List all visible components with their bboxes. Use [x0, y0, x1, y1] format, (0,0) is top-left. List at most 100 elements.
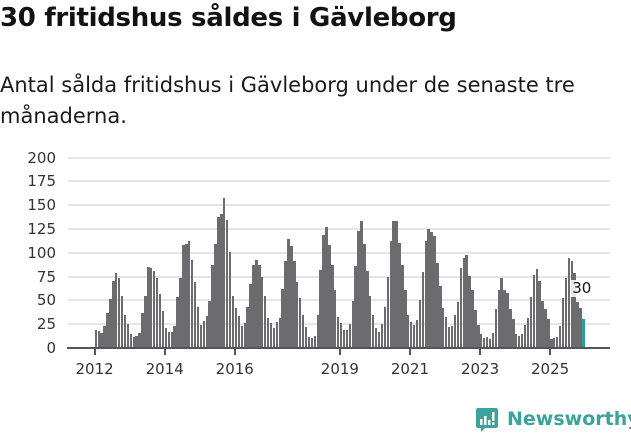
highlighted-bar[interactable] — [582, 319, 585, 348]
bar[interactable] — [255, 260, 258, 348]
bar[interactable] — [167, 331, 170, 348]
bar[interactable] — [211, 265, 214, 348]
bar[interactable] — [357, 230, 360, 348]
bar[interactable] — [301, 314, 305, 348]
bar[interactable] — [226, 220, 229, 348]
bar[interactable] — [474, 309, 477, 348]
bar[interactable] — [366, 270, 369, 348]
bar[interactable] — [153, 270, 156, 348]
bar[interactable] — [109, 299, 112, 348]
bar[interactable] — [208, 301, 211, 348]
bar[interactable] — [150, 268, 153, 348]
bar[interactable] — [570, 261, 573, 348]
bar[interactable] — [304, 327, 308, 348]
bar[interactable] — [351, 301, 354, 348]
bar[interactable] — [190, 260, 194, 348]
bar[interactable] — [477, 325, 480, 348]
bar[interactable] — [392, 221, 395, 348]
bar[interactable] — [421, 271, 425, 348]
bar[interactable] — [123, 314, 127, 348]
bar[interactable] — [345, 329, 349, 348]
bar[interactable] — [284, 261, 287, 348]
bar[interactable] — [176, 296, 179, 348]
bar[interactable] — [523, 325, 527, 348]
bar[interactable] — [272, 328, 276, 348]
bar[interactable] — [409, 322, 413, 348]
bar[interactable] — [296, 282, 299, 348]
bar[interactable] — [117, 278, 121, 348]
bar[interactable] — [220, 213, 223, 348]
bar[interactable] — [456, 302, 460, 348]
bar[interactable] — [188, 241, 191, 348]
bar[interactable] — [354, 266, 357, 348]
bar[interactable] — [214, 244, 217, 348]
bar[interactable] — [334, 289, 337, 348]
bar[interactable] — [161, 310, 165, 348]
bar[interactable] — [237, 315, 241, 348]
bar[interactable] — [129, 333, 133, 348]
bar[interactable] — [223, 198, 226, 348]
bar[interactable] — [512, 319, 515, 348]
bar[interactable] — [328, 245, 331, 348]
bar[interactable] — [553, 338, 556, 348]
bar[interactable] — [173, 326, 176, 348]
bar[interactable] — [567, 257, 571, 348]
bar[interactable] — [485, 336, 489, 348]
bar[interactable] — [404, 289, 407, 348]
bar[interactable] — [573, 272, 576, 348]
bar[interactable] — [491, 332, 495, 348]
bar[interactable] — [135, 335, 138, 348]
bar[interactable] — [538, 281, 541, 348]
bar[interactable] — [234, 308, 238, 348]
bar[interactable] — [316, 314, 319, 348]
bar[interactable] — [465, 254, 468, 348]
bar[interactable] — [331, 265, 334, 348]
bar[interactable] — [258, 265, 261, 348]
newsworthy-logo[interactable]: Newsworthy — [476, 408, 631, 432]
bar[interactable] — [322, 234, 325, 348]
bar[interactable] — [360, 221, 363, 348]
bar[interactable] — [336, 316, 340, 348]
bar[interactable] — [325, 227, 328, 348]
bar[interactable] — [564, 278, 568, 348]
bar[interactable] — [205, 315, 208, 348]
bar[interactable] — [503, 289, 506, 348]
bar[interactable] — [395, 221, 398, 348]
bar[interactable] — [488, 339, 492, 348]
bar[interactable] — [369, 295, 372, 348]
bar[interactable] — [231, 295, 235, 348]
bar[interactable] — [155, 278, 159, 348]
bar[interactable] — [374, 328, 378, 348]
bar[interactable] — [94, 329, 97, 348]
bar[interactable] — [106, 312, 109, 348]
bar[interactable] — [471, 289, 474, 348]
bar[interactable] — [547, 319, 550, 348]
bar[interactable] — [249, 284, 252, 348]
bar[interactable] — [480, 333, 483, 348]
bar[interactable] — [372, 314, 375, 348]
bar[interactable] — [299, 298, 302, 348]
bar[interactable] — [252, 265, 255, 348]
bar[interactable] — [179, 277, 182, 348]
bar[interactable] — [427, 228, 430, 348]
bar[interactable] — [494, 308, 498, 348]
bar[interactable] — [389, 241, 392, 348]
bar[interactable] — [196, 307, 200, 348]
bar[interactable] — [278, 317, 281, 348]
bar[interactable] — [287, 239, 290, 348]
bar[interactable] — [532, 274, 535, 348]
bar[interactable] — [243, 323, 246, 348]
bar[interactable] — [544, 308, 547, 348]
bar[interactable] — [132, 336, 135, 348]
bar[interactable] — [579, 308, 582, 348]
bar[interactable] — [313, 335, 316, 348]
bar[interactable] — [281, 288, 284, 348]
bar[interactable] — [103, 326, 106, 348]
bar[interactable] — [386, 276, 389, 348]
bar[interactable] — [430, 231, 433, 348]
bar[interactable] — [407, 314, 410, 348]
bar[interactable] — [141, 312, 144, 348]
bar[interactable] — [202, 321, 206, 348]
bar[interactable] — [529, 296, 533, 348]
bar[interactable] — [401, 265, 404, 348]
